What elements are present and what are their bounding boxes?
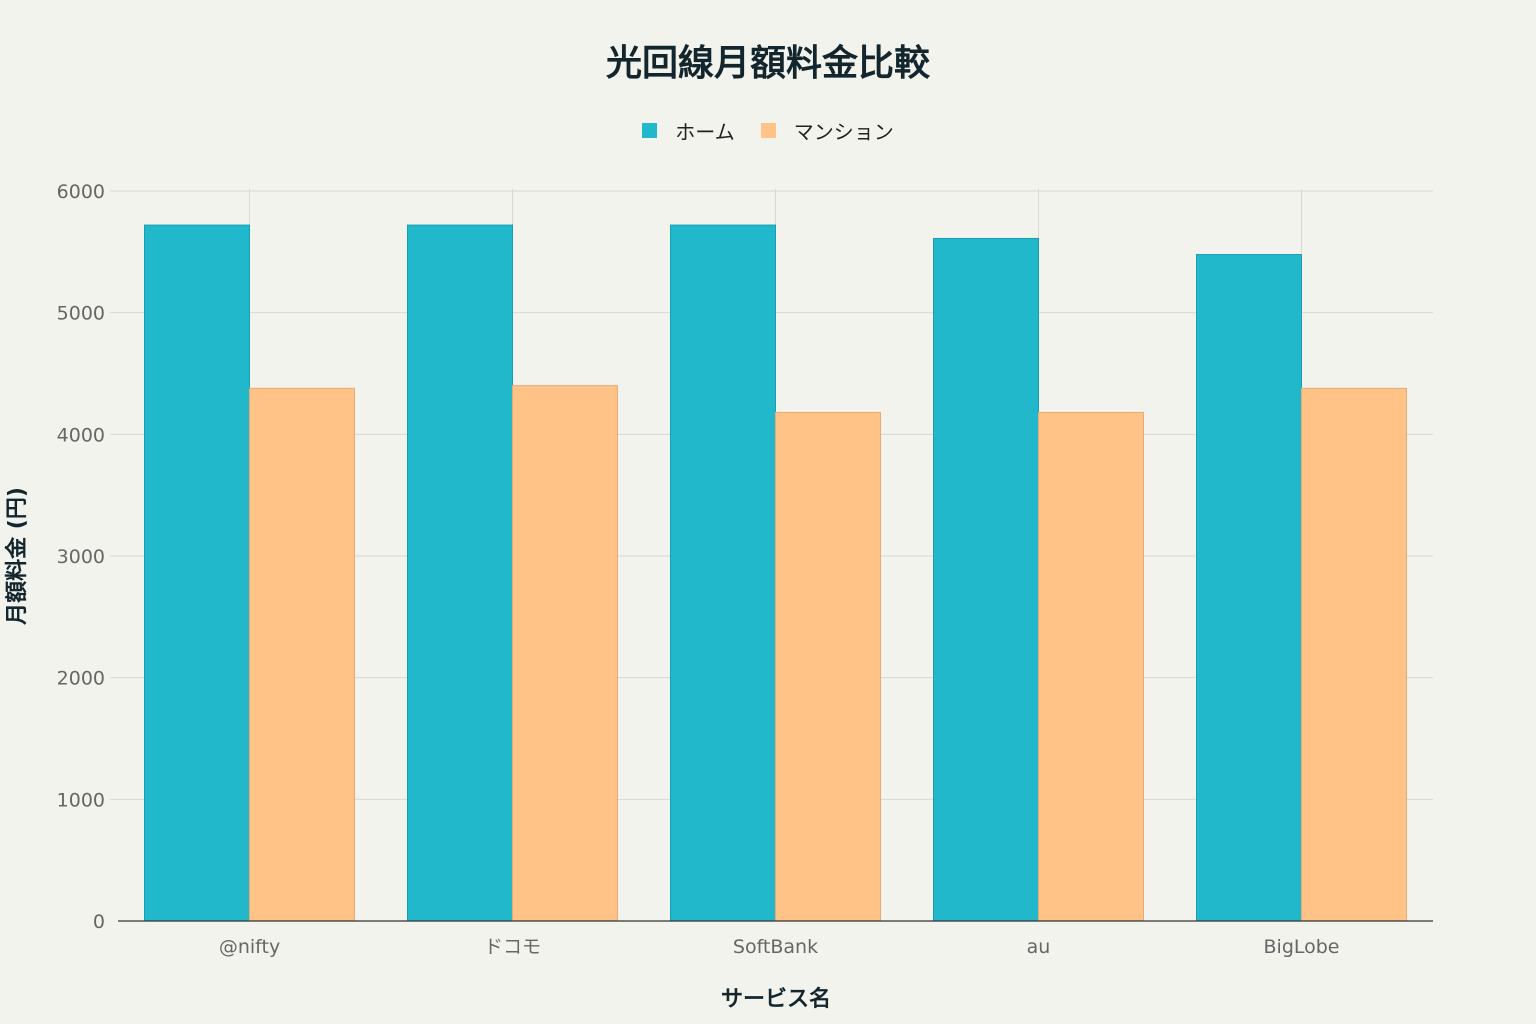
x-tick-label: au <box>1027 936 1051 958</box>
legend: ホーム マンション <box>0 116 1536 145</box>
bar-home[interactable] <box>933 237 1039 922</box>
legend-swatch-mansion <box>760 123 776 138</box>
bar-mansion[interactable] <box>1301 387 1407 922</box>
bar-mansion[interactable] <box>249 387 355 922</box>
y-tick-label: 0 <box>93 911 105 933</box>
y-tick-label: 3000 <box>57 546 105 568</box>
bar-mansion[interactable] <box>1038 411 1144 922</box>
x-axis-title: サービス名 <box>721 986 831 1012</box>
bar-mansion[interactable] <box>512 385 618 922</box>
x-tick-label: BigLobe <box>1264 936 1340 958</box>
y-tick-label: 5000 <box>57 303 105 325</box>
bar-mansion[interactable] <box>775 411 881 922</box>
legend-label-mansion: マンション <box>793 120 894 144</box>
y-tick-label: 2000 <box>57 668 105 690</box>
x-tick-label: @nifty <box>219 936 280 958</box>
bar-home[interactable] <box>670 224 776 922</box>
y-axis-title: 月額料金 (円) <box>4 487 30 626</box>
x-tick-label: ドコモ <box>484 936 541 958</box>
bar-home[interactable] <box>144 224 250 922</box>
axes: 0 1000 2000 3000 4000 5000 6000 @nifty ドコモ SoftBa… <box>57 181 1433 958</box>
legend-label-home: ホーム <box>675 120 735 144</box>
legend-swatch-home <box>642 123 658 138</box>
bar-home[interactable] <box>407 224 513 922</box>
y-tick-label: 4000 <box>57 424 105 446</box>
legend-item-home[interactable]: ホーム <box>642 116 735 145</box>
y-tick-label: 1000 <box>57 789 105 811</box>
y-tick-label: 6000 <box>57 181 105 203</box>
x-tick-label: SoftBank <box>733 936 818 958</box>
bar-home[interactable] <box>1196 254 1302 922</box>
chart-title: 光回線月額料金比較 <box>605 43 930 84</box>
bars <box>144 224 1407 922</box>
legend-item-mansion[interactable]: マンション <box>760 116 894 145</box>
